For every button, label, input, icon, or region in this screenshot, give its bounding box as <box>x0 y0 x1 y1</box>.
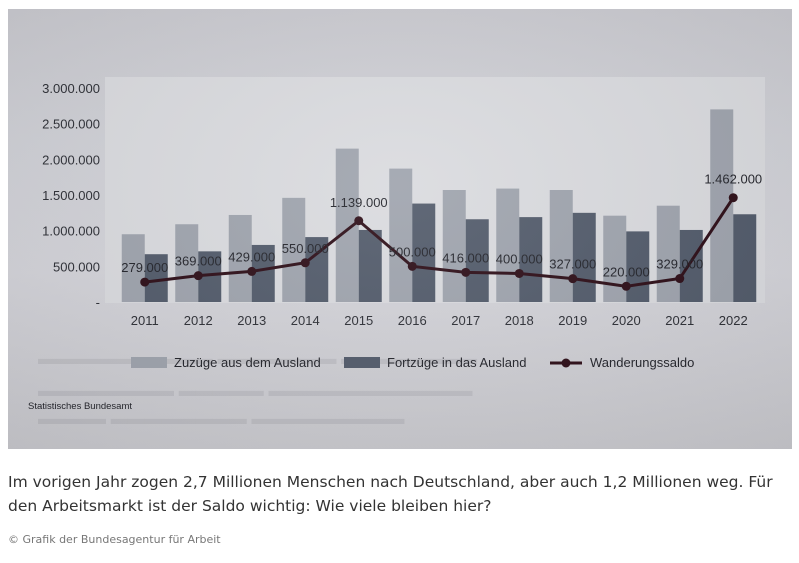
x-tick-label: 2017 <box>451 313 480 328</box>
x-tick-label: 2015 <box>344 313 373 328</box>
point-wanderungssaldo <box>568 274 578 284</box>
data-label-saldo: 327.000 <box>549 257 596 272</box>
chart-photo: ▬▬▬▬▬▬ ▬▬▬▬ ▬▬▬▬▬▬▬ ▬▬▬▬▬▬▬▬ ▬▬▬▬▬▬▬▬ ▬▬… <box>8 9 792 449</box>
point-wanderungssaldo <box>621 281 631 291</box>
bar-zuzuege <box>710 109 734 303</box>
data-label-saldo: 1.139.000 <box>330 195 388 210</box>
y-tick-label: 2.000.000 <box>42 152 100 167</box>
y-tick-label: - <box>96 295 100 310</box>
point-wanderungssaldo <box>140 277 150 287</box>
blurred-page-text: ▬▬▬▬▬▬▬▬ ▬▬▬▬▬ ▬▬▬▬▬▬▬▬▬▬▬▬ <box>38 381 473 400</box>
point-wanderungssaldo <box>461 267 471 277</box>
bar-fortzuege <box>679 229 703 302</box>
y-tick-label: 2.500.000 <box>42 117 100 132</box>
point-wanderungssaldo <box>193 271 203 281</box>
bar-zuzuege <box>442 190 466 302</box>
bar-zuzuege <box>335 148 359 302</box>
x-tick-label: 2014 <box>291 313 320 328</box>
data-label-saldo: 416.000 <box>442 250 489 265</box>
bar-zuzuege <box>228 214 252 302</box>
bar-zuzuege <box>121 234 145 302</box>
data-label-saldo: 429.000 <box>228 249 275 264</box>
bar-zuzuege <box>282 197 306 302</box>
x-tick-label: 2019 <box>558 313 587 328</box>
x-tick-label: 2021 <box>665 313 694 328</box>
bar-zuzuege <box>549 190 573 302</box>
bar-fortzuege <box>733 214 757 302</box>
blurred-page-text: ▬▬▬▬ ▬▬▬▬▬▬▬▬ ▬▬▬▬▬▬▬▬▬ <box>38 409 405 428</box>
y-tick-label: 3.000.000 <box>42 81 100 96</box>
bar-zuzuege <box>496 188 520 302</box>
bar-zuzuege <box>175 224 199 302</box>
bar-zuzuege <box>389 168 413 302</box>
bar-fortzuege <box>412 203 436 302</box>
legend-swatch-zuzuege <box>131 357 167 368</box>
legend-label-zuzuege: Zuzüge aus dem Ausland <box>174 355 321 370</box>
point-wanderungssaldo <box>354 216 364 226</box>
y-tick-label: 1.500.000 <box>42 188 100 203</box>
bar-fortzuege <box>251 244 275 302</box>
legend-label-saldo: Wanderungssaldo <box>590 355 694 370</box>
point-wanderungssaldo <box>407 261 417 271</box>
x-tick-label: 2020 <box>612 313 641 328</box>
legend-label-fortzuege: Fortzüge in das Ausland <box>387 355 526 370</box>
bar-fortzuege <box>358 229 382 302</box>
image-credit: © Grafik der Bundesagentur für Arbeit <box>8 533 221 546</box>
bar-fortzuege <box>144 254 168 302</box>
bar-zuzuege <box>656 205 680 302</box>
legend-swatch-fortzuege <box>344 357 380 368</box>
data-label-saldo: 329.000 <box>656 257 703 272</box>
point-wanderungssaldo <box>728 193 738 203</box>
point-wanderungssaldo <box>247 266 257 276</box>
article-caption: Im vorigen Jahr zogen 2,7 Millionen Mens… <box>8 473 773 515</box>
data-label-saldo: 550.000 <box>282 241 329 256</box>
x-tick-label: 2018 <box>505 313 534 328</box>
line-wanderungssaldo <box>144 196 735 288</box>
y-tick-label: 500.000 <box>53 259 100 274</box>
migration-chart: - 500.000 1.000.000 1.500.000 2.000.000 2.500… <box>28 77 765 412</box>
data-label-saldo: 1.462.000 <box>704 172 762 187</box>
x-tick-label: 2012 <box>184 313 213 328</box>
data-label-saldo: 279.000 <box>121 260 168 275</box>
x-tick-label: 2022 <box>719 313 748 328</box>
bar-fortzuege <box>465 219 489 302</box>
data-label-saldo: 369.000 <box>175 254 222 269</box>
data-label-saldo: 400.000 <box>496 251 543 266</box>
y-tick-label: 1.000.000 <box>42 224 100 239</box>
legend-marker-saldo <box>561 358 571 368</box>
x-tick-label: 2013 <box>237 313 266 328</box>
data-label-saldo: 500.000 <box>389 244 436 259</box>
bar-zuzuege <box>603 215 627 302</box>
data-label-saldo: 220.000 <box>603 264 650 279</box>
chart-source: Statistisches Bundesamt <box>28 401 132 412</box>
point-wanderungssaldo <box>300 258 310 268</box>
x-tick-label: 2016 <box>398 313 427 328</box>
point-wanderungssaldo <box>514 268 524 278</box>
x-tick-label: 2011 <box>131 313 159 328</box>
bar-fortzuege <box>305 237 329 302</box>
bar-fortzuege <box>198 251 222 302</box>
point-wanderungssaldo <box>675 274 685 284</box>
bar-fortzuege <box>519 217 543 302</box>
